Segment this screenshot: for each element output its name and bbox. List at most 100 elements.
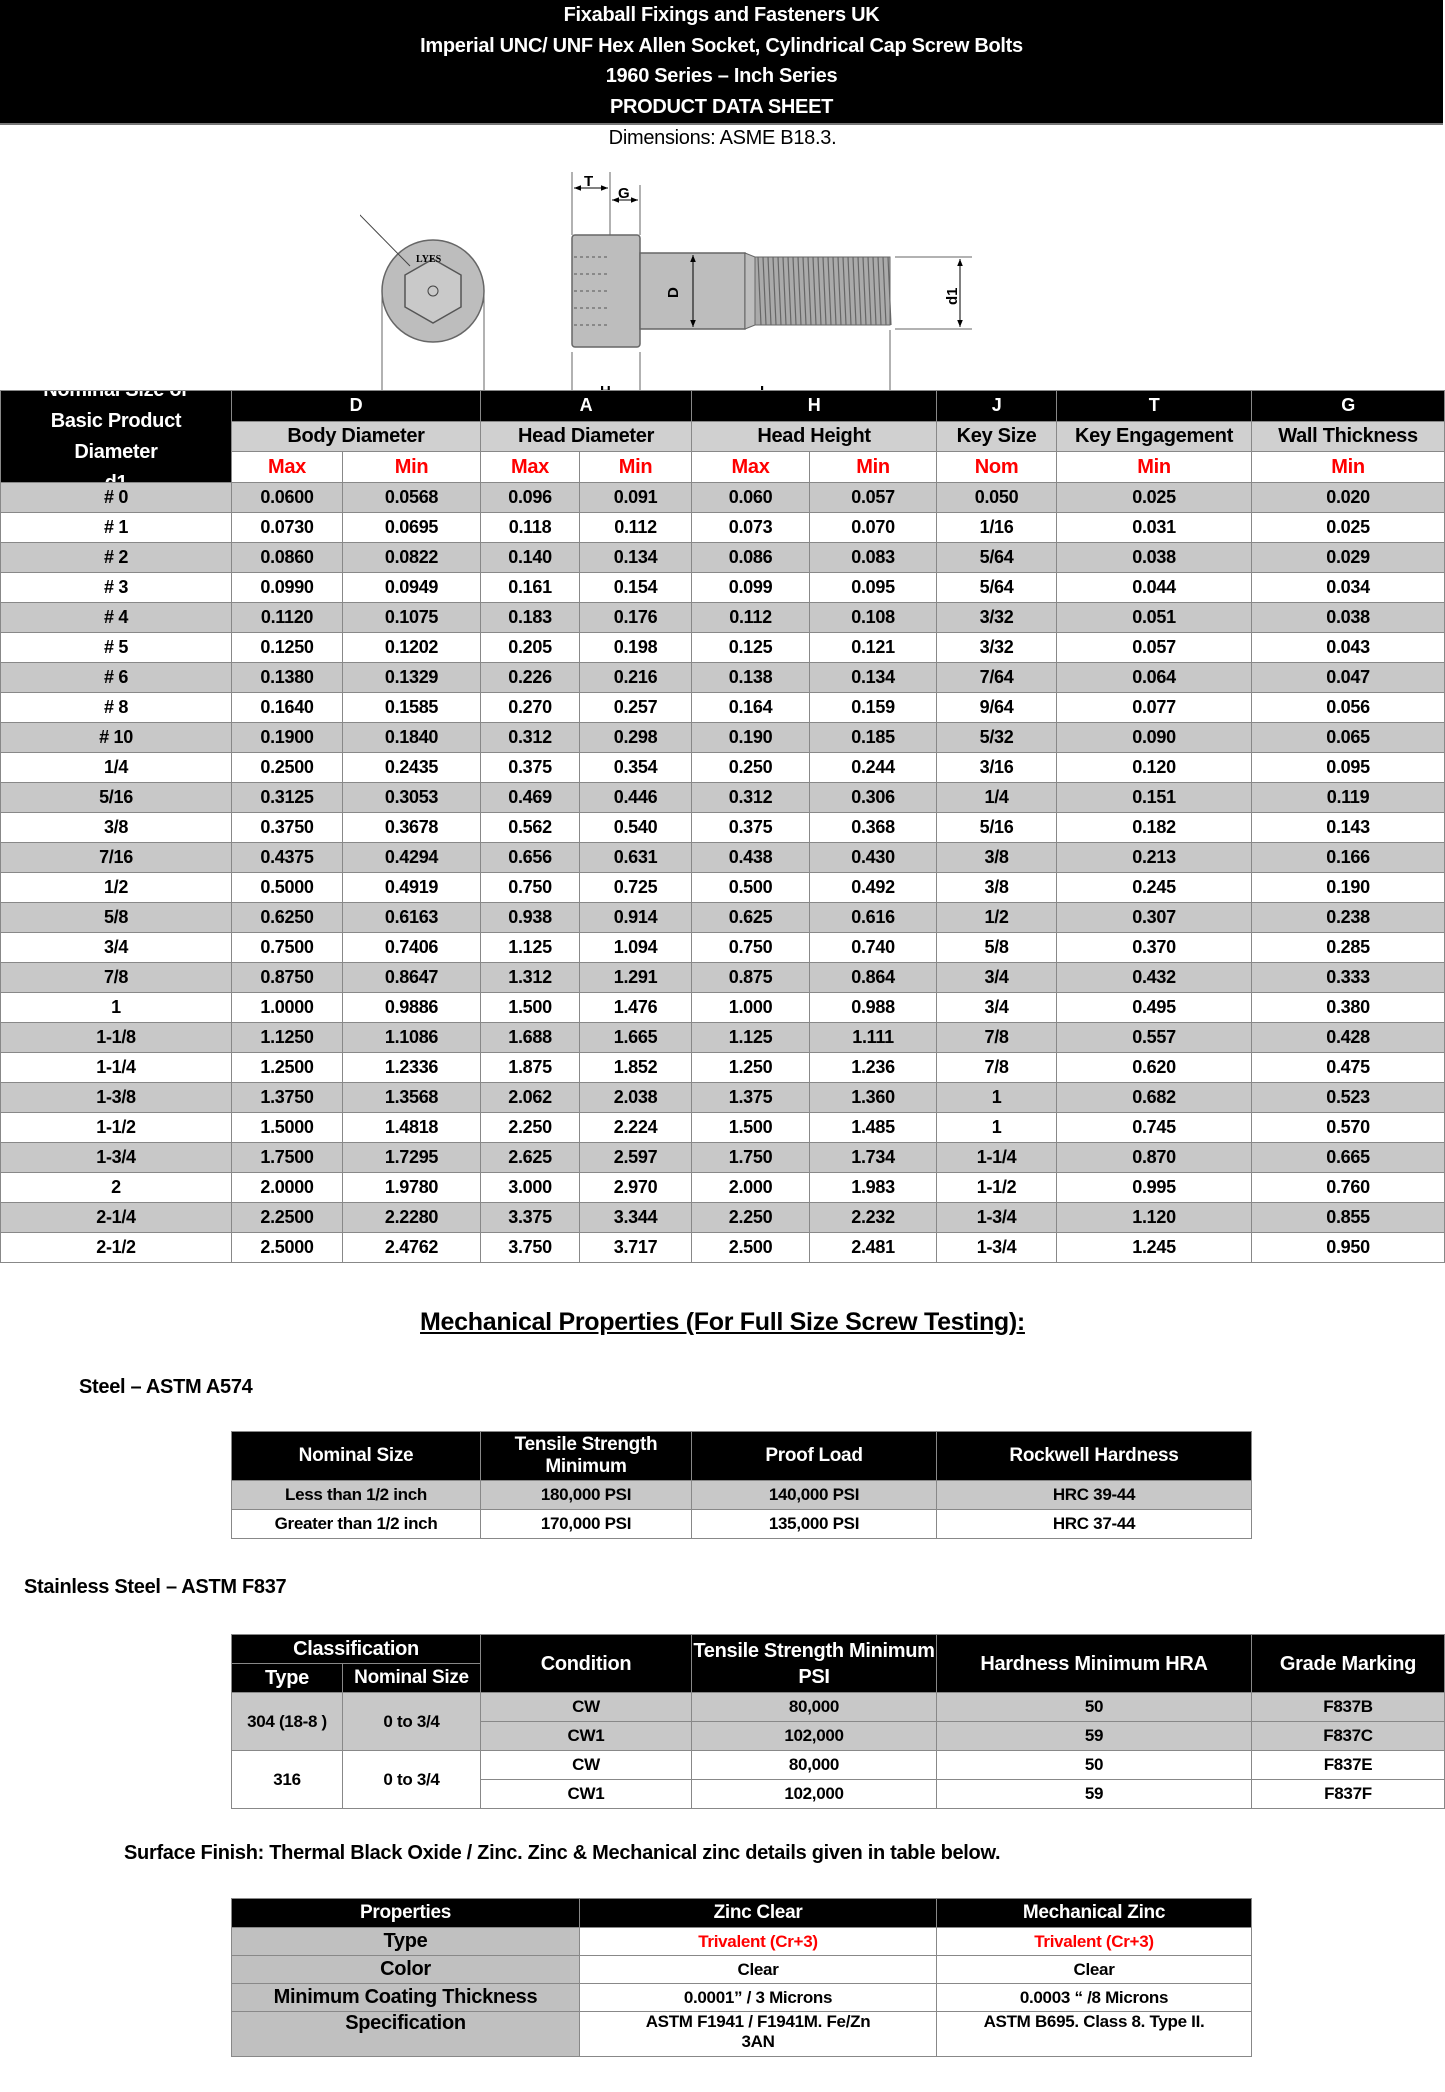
cell: 0.159: [809, 692, 938, 723]
cell: Clear: [579, 1955, 937, 1984]
table-row: Less than 1/2 inch 180,000 PSI 140,000 P…: [231, 1480, 1252, 1510]
thread-line: [832, 256, 837, 326]
col-header: Proof Load: [691, 1431, 937, 1481]
thread-line: [807, 256, 812, 326]
cell: 0.446: [579, 782, 693, 813]
cell: 0.995: [1056, 1172, 1253, 1203]
cell: 0.125: [691, 632, 811, 663]
table-row: # 4 0.1120 0.1075 0.183 0.176 0.112 0.108 3/32 0…: [0, 602, 1445, 633]
cell: 3/16: [936, 752, 1058, 783]
cell: 0.469: [480, 782, 581, 813]
property-cell: Minimum Coating Thickness: [231, 1983, 580, 2012]
cell: 0.750: [480, 872, 581, 903]
cell: 5/64: [936, 542, 1058, 573]
cell: 1.476: [579, 992, 693, 1023]
table-row: # 3 0.0990 0.0949 0.161 0.154 0.099 0.095 5/64 0…: [0, 572, 1445, 603]
cell: 0.099: [691, 572, 811, 603]
size-cell: # 3: [0, 572, 232, 603]
cell: 0.864: [809, 962, 938, 993]
table-row: # 2 0.0860 0.0822 0.140 0.134 0.086 0.083 5/64 0…: [0, 542, 1445, 573]
nominal-size-header-text: Nominal Size or Basic Product Diameter d1: [2, 392, 231, 482]
cell: 1-1/2: [936, 1172, 1058, 1203]
cell: 0.176: [579, 602, 693, 633]
cell: 170,000 PSI: [480, 1509, 692, 1539]
cell: 2.2280: [341, 1202, 482, 1233]
cell: 1.0000: [231, 992, 343, 1023]
thread-line: [817, 256, 822, 326]
thread-line: [762, 256, 767, 326]
header-line: Basic Product: [50, 409, 182, 432]
cell: 0.043: [1251, 632, 1445, 663]
cell: 0.198: [579, 632, 693, 663]
cell: 7/8: [936, 1052, 1058, 1083]
cell: Trivalent (Cr+3): [579, 1927, 937, 1956]
col-name: Body Diameter: [230, 420, 482, 453]
thread-line: [772, 256, 777, 326]
cell: 1.125: [691, 1022, 811, 1053]
cell: HRC 37-44: [936, 1509, 1252, 1539]
cell: 0.121: [809, 632, 938, 663]
table-row: 7/16 0.4375 0.4294 0.656 0.631 0.438 0.430 3/8 0…: [0, 842, 1445, 873]
cell: ASTM B695. Class 8. Type II.: [936, 2011, 1252, 2057]
cell: 3/32: [936, 602, 1058, 633]
property-cell: Color: [231, 1955, 580, 1984]
cell: 0.855: [1251, 1202, 1445, 1233]
company-name: Fixaball Fixings and Fasteners UK: [563, 4, 880, 26]
sheet-title: PRODUCT DATA SHEET: [609, 95, 834, 118]
cell: 0.238: [1251, 902, 1445, 933]
cell: 0.4294: [341, 842, 482, 873]
cell: 0.1380: [231, 662, 343, 693]
cell: 135,000 PSI: [691, 1509, 937, 1539]
cell: F837B: [1251, 1692, 1445, 1722]
cell: 1.7500: [231, 1142, 343, 1173]
cell: 0.428: [1251, 1022, 1445, 1053]
cell: 59: [936, 1721, 1252, 1751]
cell: 0.312: [691, 782, 811, 813]
cell: F837F: [1251, 1779, 1445, 1809]
thread-line: [882, 256, 887, 326]
cell: 0.354: [579, 752, 693, 783]
cell: 1.500: [480, 992, 581, 1023]
cell: 0.070: [809, 512, 938, 543]
table-row: # 6 0.1380 0.1329 0.226 0.216 0.138 0.134 7/64 0…: [0, 662, 1445, 693]
cell: 3.717: [579, 1232, 693, 1263]
thread-line: [852, 256, 857, 326]
cell: 0.134: [809, 662, 938, 693]
cell: 102,000: [691, 1779, 937, 1809]
cell: 1.4818: [341, 1112, 482, 1143]
cell: CW: [480, 1692, 692, 1722]
series-title: 1960 Series – Inch Series: [605, 65, 838, 87]
stainless-label: Stainless Steel – ASTM F837: [24, 1576, 287, 1598]
cell: 0.745: [1056, 1112, 1253, 1143]
cell: 0.620: [1056, 1052, 1253, 1083]
cell: 0.3125: [231, 782, 343, 813]
size-cell: # 5: [0, 632, 232, 663]
cell: 0.2500: [231, 752, 343, 783]
cell: 0.7406: [341, 932, 482, 963]
cell: 0.057: [809, 482, 938, 513]
thread-line: [797, 256, 802, 326]
cell: 0.1329: [341, 662, 482, 693]
size-cell: 2: [0, 1172, 232, 1203]
cell: 0.056: [1251, 692, 1445, 723]
thread-line: [877, 256, 882, 326]
cell: 5/32: [936, 722, 1058, 753]
cell: 0.557: [1056, 1022, 1253, 1053]
cell: 7/64: [936, 662, 1058, 693]
nominal-size-cell: 0 to 3/4: [342, 1750, 481, 1809]
cell: 1.5000: [231, 1112, 343, 1143]
cell: 0.1900: [231, 722, 343, 753]
col-letter-t: T: [1056, 390, 1253, 422]
cell: F837C: [1251, 1721, 1445, 1751]
steel-properties-table: Nominal Size Tensile Strength Minimum Pr…: [231, 1431, 1252, 1539]
cell: 0.298: [579, 722, 693, 753]
thread-line: [857, 256, 862, 326]
col-name: Wall Thickness: [1251, 420, 1445, 453]
cell: 1.485: [809, 1112, 938, 1143]
cell: 1.125: [480, 932, 581, 963]
cell: 0.270: [480, 692, 581, 723]
table-row: Type Trivalent (Cr+3) Trivalent (Cr+3): [231, 1927, 1252, 1956]
cell: 2.062: [480, 1082, 581, 1113]
cell: 0.631: [579, 842, 693, 873]
cell: 0.380: [1251, 992, 1445, 1023]
